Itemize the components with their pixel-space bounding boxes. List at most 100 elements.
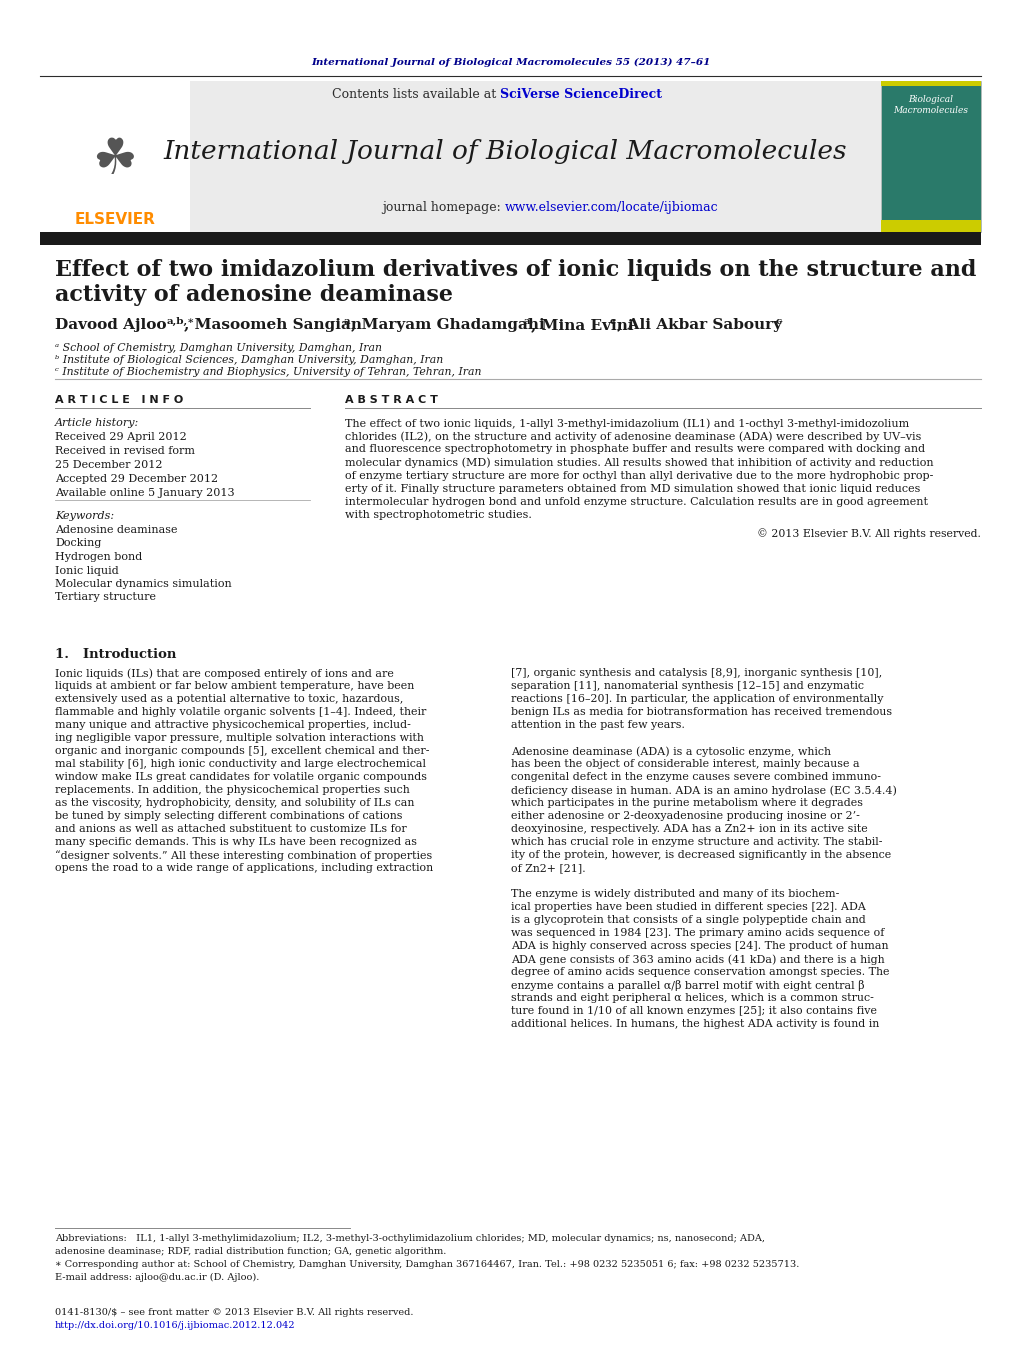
Text: ᶜ Institute of Biochemistry and Biophysics, University of Tehran, Tehran, Iran: ᶜ Institute of Biochemistry and Biophysi…: [55, 367, 482, 377]
Text: 25 December 2012: 25 December 2012: [55, 459, 162, 470]
Text: ture found in 1/10 of all known enzymes [25]; it also contains five: ture found in 1/10 of all known enzymes …: [510, 1006, 877, 1016]
Text: ELSEVIER: ELSEVIER: [75, 212, 155, 227]
Text: as the viscosity, hydrophobicity, density, and solubility of ILs can: as the viscosity, hydrophobicity, densit…: [55, 798, 415, 808]
Text: was sequenced in 1984 [23]. The primary amino acids sequence of: was sequenced in 1984 [23]. The primary …: [510, 928, 884, 938]
Text: 1.   Introduction: 1. Introduction: [55, 648, 177, 661]
Text: Molecular dynamics simulation: Molecular dynamics simulation: [55, 580, 232, 589]
Text: which has crucial role in enzyme structure and activity. The stabil-: which has crucial role in enzyme structu…: [510, 838, 882, 847]
Text: SciVerse ScienceDirect: SciVerse ScienceDirect: [500, 89, 662, 101]
Text: chlorides (IL2), on the structure and activity of adenosine deaminase (ADA) were: chlorides (IL2), on the structure and ac…: [345, 431, 921, 442]
Text: Tertiary structure: Tertiary structure: [55, 593, 156, 603]
Text: strands and eight peripheral α helices, which is a common struc-: strands and eight peripheral α helices, …: [510, 993, 874, 1002]
Text: 0141-8130/$ – see front matter © 2013 Elsevier B.V. All rights reserved.: 0141-8130/$ – see front matter © 2013 El…: [55, 1308, 414, 1317]
Text: ADA gene consists of 363 amino acids (41 kDa) and there is a high: ADA gene consists of 363 amino acids (41…: [510, 954, 884, 965]
Bar: [40, 232, 981, 245]
Text: is a glycoprotein that consists of a single polypeptide chain and: is a glycoprotein that consists of a sin…: [510, 915, 866, 925]
Text: congenital defect in the enzyme causes severe combined immuno-: congenital defect in the enzyme causes s…: [510, 771, 881, 782]
Text: which participates in the purine metabolism where it degrades: which participates in the purine metabol…: [510, 798, 863, 808]
Text: The enzyme is widely distributed and many of its biochem-: The enzyme is widely distributed and man…: [510, 889, 839, 898]
Text: A B S T R A C T: A B S T R A C T: [345, 394, 438, 405]
Text: A R T I C L E   I N F O: A R T I C L E I N F O: [55, 394, 183, 405]
Text: activity of adenosine deaminase: activity of adenosine deaminase: [55, 284, 453, 305]
Text: Accepted 29 December 2012: Accepted 29 December 2012: [55, 474, 218, 484]
Text: http://dx.doi.org/10.1016/j.ijbiomac.2012.12.042: http://dx.doi.org/10.1016/j.ijbiomac.201…: [55, 1321, 296, 1329]
Text: with spectrophotometric studies.: with spectrophotometric studies.: [345, 511, 532, 520]
Text: , Masoomeh Sangian: , Masoomeh Sangian: [184, 317, 362, 332]
Text: adenosine deaminase; RDF, radial distribution function; GA, genetic algorithm.: adenosine deaminase; RDF, radial distrib…: [55, 1247, 446, 1256]
Text: enzyme contains a parallel α/β barrel motif with eight central β: enzyme contains a parallel α/β barrel mo…: [510, 979, 865, 992]
Text: Contents lists available at: Contents lists available at: [332, 89, 500, 101]
Text: Available online 5 January 2013: Available online 5 January 2013: [55, 488, 235, 499]
Text: erty of it. Finally structure parameters obtained from MD simulation showed that: erty of it. Finally structure parameters…: [345, 484, 920, 494]
Text: [7], organic synthesis and catalysis [8,9], inorganic synthesis [10],: [7], organic synthesis and catalysis [8,…: [510, 667, 882, 678]
Text: E-mail address: ajloo@du.ac.ir (D. Ajloo).: E-mail address: ajloo@du.ac.ir (D. Ajloo…: [55, 1273, 259, 1282]
Text: a,b,∗: a,b,∗: [167, 316, 195, 326]
Text: Effect of two imidazolium derivatives of ionic liquids on the structure and: Effect of two imidazolium derivatives of…: [55, 259, 976, 281]
Text: Davood Ajloo: Davood Ajloo: [55, 317, 166, 332]
Bar: [881, 81, 981, 232]
Text: Biological
Macromolecules: Biological Macromolecules: [893, 96, 969, 115]
Text: attention in the past few years.: attention in the past few years.: [510, 720, 685, 730]
Text: , Mina Evini: , Mina Evini: [531, 317, 634, 332]
Text: The effect of two ionic liquids, 1-allyl 3-methyl-imidazolium (IL1) and 1-octhyl: The effect of two ionic liquids, 1-allyl…: [345, 417, 910, 428]
Bar: [881, 81, 981, 86]
Text: has been the object of considerable interest, mainly because a: has been the object of considerable inte…: [510, 759, 860, 769]
Text: Adenosine deaminase: Adenosine deaminase: [55, 526, 178, 535]
Text: c: c: [776, 316, 782, 326]
Text: deficiency disease in human. ADA is an amino hydrolase (EC 3.5.4.4): deficiency disease in human. ADA is an a…: [510, 785, 896, 796]
Text: many specific demands. This is why ILs have been recognized as: many specific demands. This is why ILs h…: [55, 838, 417, 847]
Text: degree of amino acids sequence conservation amongst species. The: degree of amino acids sequence conservat…: [510, 967, 889, 977]
Text: a: a: [524, 316, 531, 326]
Text: reactions [16–20]. In particular, the application of environmentally: reactions [16–20]. In particular, the ap…: [510, 694, 883, 704]
Text: ical properties have been studied in different species [22]. ADA: ical properties have been studied in dif…: [510, 902, 866, 912]
Text: benign ILs as media for biotransformation has received tremendous: benign ILs as media for biotransformatio…: [510, 707, 892, 717]
Text: many unique and attractive physicochemical properties, includ-: many unique and attractive physicochemic…: [55, 720, 410, 730]
Text: molecular dynamics (MD) simulation studies. All results showed that inhibition o: molecular dynamics (MD) simulation studi…: [345, 458, 933, 469]
Text: International Journal of Biological Macromolecules 55 (2013) 47–61: International Journal of Biological Macr…: [311, 58, 711, 66]
Text: Received 29 April 2012: Received 29 April 2012: [55, 432, 187, 442]
Text: and fluorescence spectrophotometry in phosphate buffer and results were compared: and fluorescence spectrophotometry in ph…: [345, 444, 925, 454]
Text: intermolecular hydrogen bond and unfold enzyme structure. Calculation results ar: intermolecular hydrogen bond and unfold …: [345, 497, 928, 507]
Text: ☘: ☘: [93, 136, 138, 184]
Text: Docking: Docking: [55, 539, 101, 549]
Bar: [40, 81, 881, 232]
Text: flammable and highly volatile organic solvents [1–4]. Indeed, their: flammable and highly volatile organic so…: [55, 707, 427, 717]
Text: Adenosine deaminase (ADA) is a cytosolic enzyme, which: Adenosine deaminase (ADA) is a cytosolic…: [510, 746, 831, 757]
Text: liquids at ambient or far below ambient temperature, have been: liquids at ambient or far below ambient …: [55, 681, 415, 690]
Text: Ionic liquid: Ionic liquid: [55, 566, 118, 576]
Text: ADA is highly conserved across species [24]. The product of human: ADA is highly conserved across species […: [510, 942, 888, 951]
Text: ity of the protein, however, is decreased significantly in the absence: ity of the protein, however, is decrease…: [510, 850, 891, 861]
Text: Keywords:: Keywords:: [55, 511, 114, 521]
Text: “designer solvents.” All these interesting combination of properties: “designer solvents.” All these interesti…: [55, 850, 432, 861]
Text: Hydrogen bond: Hydrogen bond: [55, 553, 142, 562]
Bar: [881, 220, 981, 232]
Text: Abbreviations:   IL1, 1-allyl 3-methylimidazolium; IL2, 3-methyl-3-octhylimidazo: Abbreviations: IL1, 1-allyl 3-methylimid…: [55, 1233, 765, 1243]
Text: journal homepage:: journal homepage:: [382, 200, 505, 213]
Text: additional helices. In humans, the highest ADA activity is found in: additional helices. In humans, the highe…: [510, 1019, 879, 1029]
Text: a: a: [344, 316, 350, 326]
Text: extensively used as a potential alternative to toxic, hazardous,: extensively used as a potential alternat…: [55, 694, 403, 704]
Text: ing negligible vapor pressure, multiple solvation interactions with: ing negligible vapor pressure, multiple …: [55, 734, 424, 743]
Text: , Maryam Ghadamgahi: , Maryam Ghadamgahi: [351, 317, 545, 332]
Text: deoxyinosine, respectively. ADA has a Zn2+ ion in its active site: deoxyinosine, respectively. ADA has a Zn…: [510, 824, 868, 834]
Text: © 2013 Elsevier B.V. All rights reserved.: © 2013 Elsevier B.V. All rights reserved…: [758, 528, 981, 539]
Text: organic and inorganic compounds [5], excellent chemical and ther-: organic and inorganic compounds [5], exc…: [55, 746, 430, 757]
Text: ∗ Corresponding author at: School of Chemistry, Damghan University, Damghan 3671: ∗ Corresponding author at: School of Che…: [55, 1260, 799, 1269]
Text: Ionic liquids (ILs) that are composed entirely of ions and are: Ionic liquids (ILs) that are composed en…: [55, 667, 394, 678]
Text: of enzyme tertiary structure are more for octhyl than allyl derivative due to th: of enzyme tertiary structure are more fo…: [345, 470, 933, 481]
Text: ᵇ Institute of Biological Sciences, Damghan University, Damghan, Iran: ᵇ Institute of Biological Sciences, Damg…: [55, 355, 443, 365]
Text: Article history:: Article history:: [55, 417, 139, 428]
Text: mal stability [6], high ionic conductivity and large electrochemical: mal stability [6], high ionic conductivi…: [55, 759, 426, 769]
Text: separation [11], nanomaterial synthesis [12–15] and enzymatic: separation [11], nanomaterial synthesis …: [510, 681, 864, 690]
Text: replacements. In addition, the physicochemical properties such: replacements. In addition, the physicoch…: [55, 785, 409, 794]
Text: either adenosine or 2-deoxyadenosine producing inosine or 2’-: either adenosine or 2-deoxyadenosine pro…: [510, 811, 860, 821]
Text: opens the road to a wide range of applications, including extraction: opens the road to a wide range of applic…: [55, 863, 433, 873]
Bar: [40, 81, 190, 232]
Text: , Ali Akbar Saboury: , Ali Akbar Saboury: [617, 317, 782, 332]
Text: of Zn2+ [21].: of Zn2+ [21].: [510, 863, 586, 873]
Text: Received in revised form: Received in revised form: [55, 446, 195, 457]
Text: c: c: [610, 316, 617, 326]
Text: International Journal of Biological Macromolecules: International Journal of Biological Macr…: [163, 139, 846, 165]
Text: ᵃ School of Chemistry, Damghan University, Damghan, Iran: ᵃ School of Chemistry, Damghan Universit…: [55, 343, 382, 353]
Text: window make ILs great candidates for volatile organic compounds: window make ILs great candidates for vol…: [55, 771, 427, 782]
